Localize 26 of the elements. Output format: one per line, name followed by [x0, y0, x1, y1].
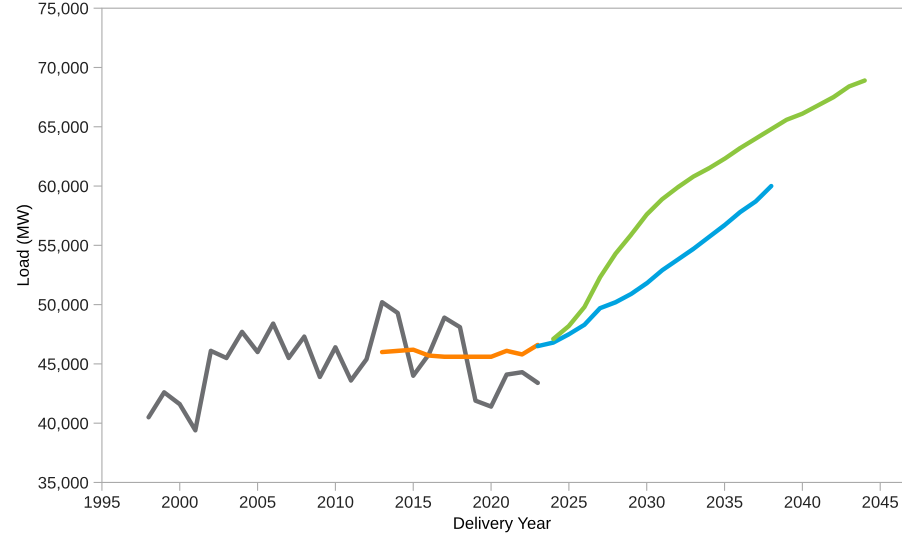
- y-tick-label: 45,000: [38, 358, 88, 372]
- x-tick-label: 2025: [551, 496, 587, 508]
- y-tick-label: 40,000: [38, 418, 88, 432]
- y-tick-label: 65,000: [38, 121, 88, 135]
- line-series: [380, 342, 540, 360]
- x-tick-label: 1995: [84, 496, 120, 508]
- y-tick-label: 50,000: [38, 299, 88, 313]
- x-tick-label: 2040: [784, 496, 820, 508]
- y-tick-label: 35,000: [38, 476, 88, 491]
- x-tick-label: 2020: [473, 496, 509, 508]
- x-tick-label: 2030: [629, 496, 665, 508]
- y-axis-title: Load (MW): [16, 205, 32, 286]
- y-tick-label: 55,000: [38, 240, 88, 254]
- x-tick-label: 2035: [706, 496, 742, 508]
- y-tick-label: 75,000: [38, 2, 88, 16]
- x-tick-label: 2015: [396, 496, 432, 508]
- y-tick-label: 60,000: [38, 180, 88, 194]
- x-tick-label: 2005: [240, 496, 276, 508]
- y-tick-label: 70,000: [38, 62, 88, 76]
- x-tick-label: 2045: [862, 496, 898, 508]
- line-series: [536, 184, 774, 348]
- x-tick-label: 2000: [162, 496, 198, 508]
- line-series: [146, 300, 540, 433]
- x-axis-title: Delivery Year: [454, 516, 551, 532]
- x-tick-label: 2010: [318, 496, 354, 508]
- line-series: [551, 78, 867, 342]
